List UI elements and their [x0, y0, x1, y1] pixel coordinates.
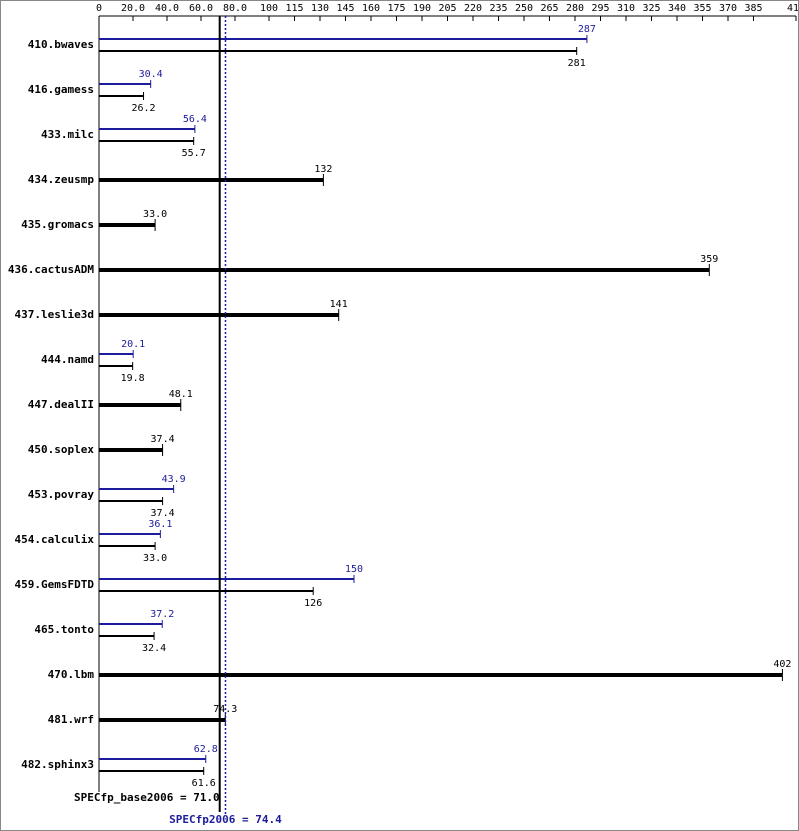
value-label: 43.9 [162, 474, 186, 485]
bar [99, 268, 710, 272]
value-label: 37.4 [151, 508, 175, 519]
x-tick-label: 80.0 [223, 3, 247, 14]
value-label: 132 [314, 164, 332, 175]
x-tick-label: 20.0 [121, 3, 145, 14]
value-label: 56.4 [183, 114, 207, 125]
base-bar [99, 770, 204, 772]
category-label: 435.gromacs [21, 218, 94, 231]
bar [99, 178, 324, 182]
value-label: 141 [330, 299, 348, 310]
peak-summary-label: SPECfp2006 = 74.4 [169, 813, 282, 826]
value-label: 126 [304, 598, 322, 609]
category-label: 434.zeusmp [28, 173, 95, 186]
value-label: 33.0 [143, 209, 167, 220]
value-label: 287 [578, 24, 596, 35]
x-tick-label: 340 [668, 3, 686, 14]
value-label: 61.6 [192, 778, 216, 789]
x-tick-label: 355 [693, 3, 711, 14]
x-tick-label: 190 [413, 3, 431, 14]
value-label: 281 [568, 58, 586, 69]
x-tick-label: 145 [336, 3, 354, 14]
base-bar [99, 50, 577, 52]
bar [99, 448, 163, 452]
value-label: 37.2 [150, 609, 174, 620]
category-label: 482.sphinx3 [21, 758, 94, 771]
category-label: 481.wrf [48, 713, 94, 726]
bar [99, 718, 226, 722]
value-label: 402 [773, 659, 791, 670]
category-label: 453.povray [28, 488, 95, 501]
bar [99, 673, 783, 677]
x-tick-label: 130 [311, 3, 329, 14]
value-label: 150 [345, 564, 363, 575]
x-tick-label: 280 [566, 3, 584, 14]
value-label: 20.1 [121, 339, 145, 350]
value-label: 55.7 [182, 148, 206, 159]
category-label: 444.namd [41, 353, 94, 366]
value-label: 26.2 [131, 103, 155, 114]
x-tick-label: 385 [744, 3, 762, 14]
x-tick-label: 60.0 [189, 3, 213, 14]
x-tick-label: 100 [260, 3, 278, 14]
x-tick-label: 265 [540, 3, 558, 14]
x-tick-label: 205 [438, 3, 456, 14]
category-label: 459.GemsFDTD [15, 578, 95, 591]
category-label: 447.dealII [28, 398, 94, 411]
base-bar [99, 95, 144, 97]
category-label: 436.cactusADM [8, 263, 94, 276]
x-tick-label: 235 [489, 3, 507, 14]
base-bar [99, 545, 156, 547]
value-label: 359 [700, 254, 718, 265]
category-label: 410.bwaves [28, 38, 94, 51]
peak-bar [99, 533, 161, 535]
peak-bar [99, 758, 206, 760]
value-label: 37.4 [151, 434, 175, 445]
peak-bar [99, 623, 163, 625]
x-tick-label: 325 [642, 3, 660, 14]
peak-bar [99, 578, 354, 580]
x-tick-label: 370 [719, 3, 737, 14]
category-label: 450.soplex [28, 443, 95, 456]
bar [99, 223, 156, 227]
base-bar [99, 635, 155, 637]
value-label: 48.1 [169, 389, 193, 400]
peak-bar [99, 488, 174, 490]
x-tick-label: 40.0 [155, 3, 179, 14]
base-bar [99, 500, 163, 502]
value-label: 30.4 [139, 69, 163, 80]
value-label: 19.8 [121, 373, 145, 384]
category-label: 465.tonto [34, 623, 94, 636]
peak-bar [99, 38, 587, 40]
x-tick-label: 410 [787, 3, 799, 14]
value-label: 36.1 [148, 519, 172, 530]
category-label: 454.calculix [15, 533, 95, 546]
peak-bar [99, 353, 134, 355]
category-label: 416.gamess [28, 83, 94, 96]
base-bar [99, 365, 133, 367]
category-label: 433.milc [41, 128, 94, 141]
value-label: 33.0 [143, 553, 167, 564]
x-tick-label: 115 [285, 3, 303, 14]
peak-bar [99, 128, 195, 130]
x-tick-label: 175 [387, 3, 405, 14]
bar [99, 403, 181, 407]
x-tick-label: 220 [464, 3, 482, 14]
value-label: 32.4 [142, 643, 166, 654]
x-tick-label: 160 [362, 3, 380, 14]
category-label: 470.lbm [48, 668, 95, 681]
x-tick-label: 250 [515, 3, 533, 14]
x-tick-label: 0 [96, 3, 102, 14]
base-bar [99, 590, 314, 592]
base-summary-label: SPECfp_base2006 = 71.0 [74, 791, 220, 804]
x-tick-label: 310 [617, 3, 635, 14]
category-label: 437.leslie3d [15, 308, 94, 321]
value-label: 62.8 [194, 744, 218, 755]
x-tick-label: 295 [591, 3, 609, 14]
base-bar [99, 140, 194, 142]
peak-bar [99, 83, 151, 85]
